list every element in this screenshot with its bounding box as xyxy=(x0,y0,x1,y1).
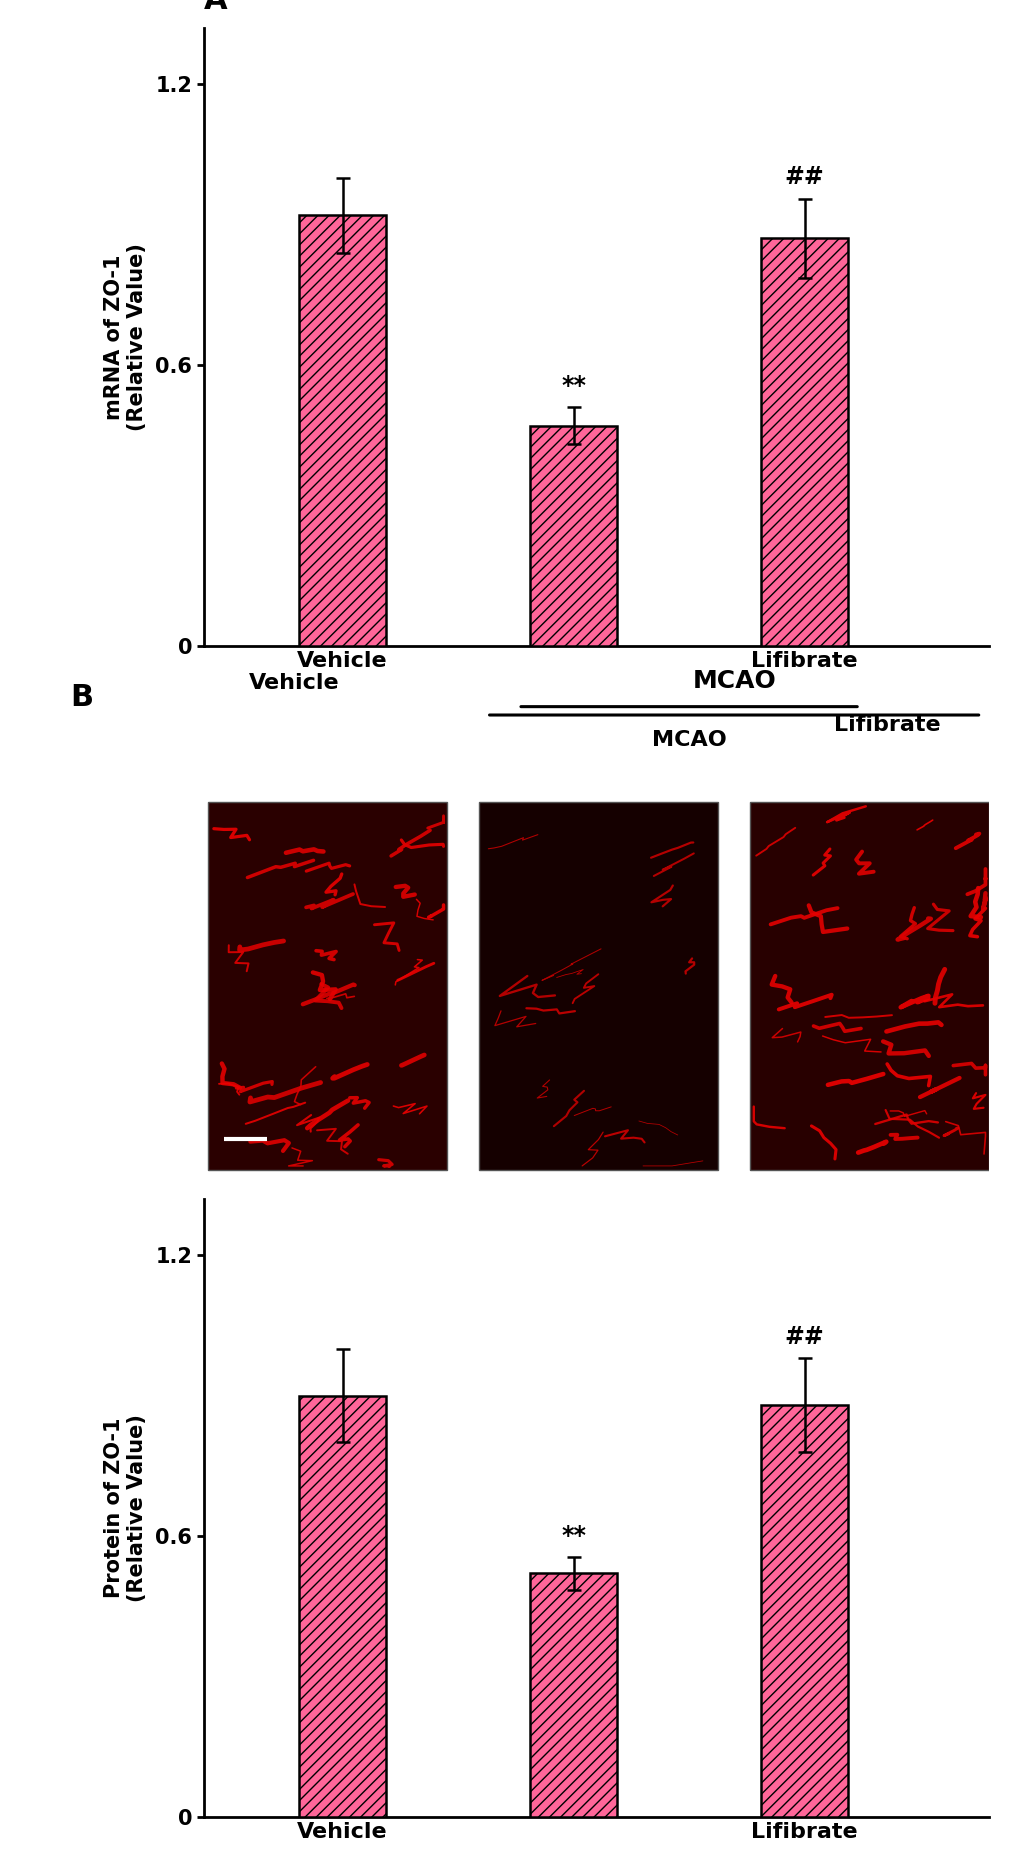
Bar xyxy=(749,803,988,1170)
Text: ##: ## xyxy=(784,165,823,189)
Text: A: A xyxy=(204,0,227,15)
Text: MCAO: MCAO xyxy=(692,669,775,693)
Bar xyxy=(760,239,848,645)
Text: Vehicle: Vehicle xyxy=(249,673,339,693)
Bar xyxy=(760,1405,848,1817)
Text: Lifibrate: Lifibrate xyxy=(834,716,940,734)
Text: **: ** xyxy=(560,1524,586,1548)
Y-axis label: mRNA of ZO-1
(Relative Value): mRNA of ZO-1 (Relative Value) xyxy=(104,243,147,430)
Bar xyxy=(299,1396,386,1817)
Bar xyxy=(479,803,717,1170)
Text: **: ** xyxy=(560,375,586,397)
Bar xyxy=(208,803,447,1170)
Text: ##: ## xyxy=(784,1326,823,1348)
Bar xyxy=(529,426,616,645)
Y-axis label: Protein of ZO-1
(Relative Value): Protein of ZO-1 (Relative Value) xyxy=(104,1415,147,1602)
Bar xyxy=(299,215,386,645)
Text: B: B xyxy=(70,684,94,712)
Bar xyxy=(529,1574,616,1817)
Text: MCAO: MCAO xyxy=(651,730,726,751)
